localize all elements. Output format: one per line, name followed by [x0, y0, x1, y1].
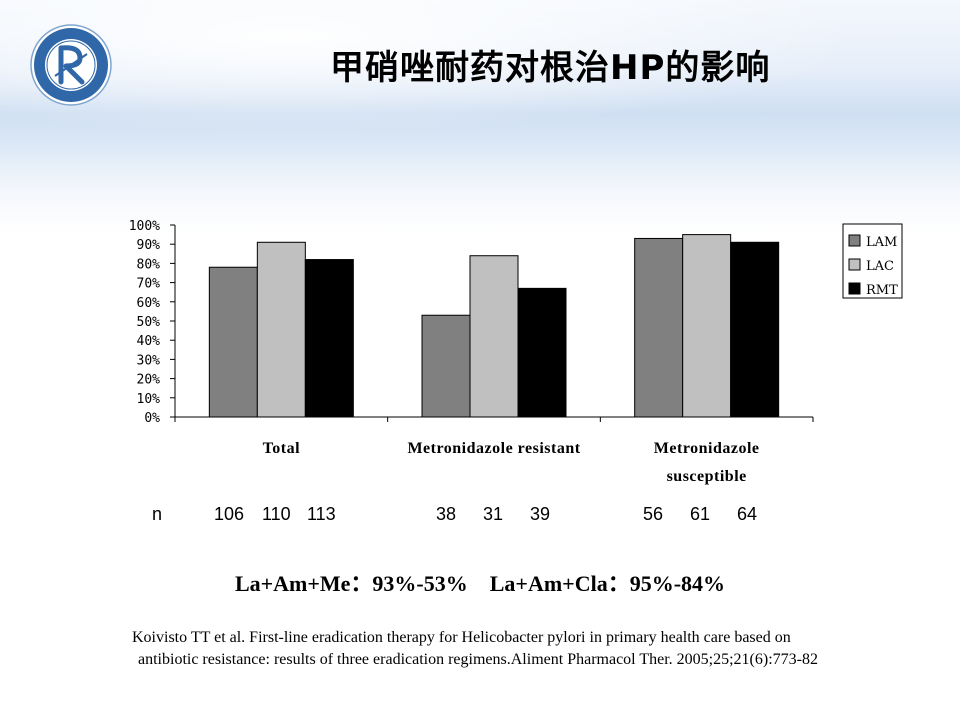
n-value: 38	[436, 504, 457, 524]
y-tick-label: 20%	[137, 373, 161, 388]
citation-line-2: antibiotic resistance: results of three …	[138, 651, 818, 668]
bar-rmt	[304, 259, 354, 418]
y-tick-label: 90%	[137, 238, 161, 253]
x-category-label: susceptible	[667, 468, 747, 485]
y-tick-label: 10%	[137, 392, 161, 407]
n-value: 106	[214, 504, 245, 524]
n-value: 113	[307, 504, 336, 524]
header-glow	[0, 0, 960, 150]
bar-lam	[421, 314, 471, 418]
legend-swatch	[848, 282, 861, 295]
citation: Koivisto TT et al. First-line eradicatio…	[132, 627, 932, 671]
bar-lac	[256, 241, 306, 418]
y-tick-label: 60%	[137, 296, 161, 311]
y-tick-label: 70%	[137, 277, 161, 292]
y-tick-label: 50%	[137, 315, 161, 330]
university-hospital-seal-icon	[30, 24, 112, 106]
legend-swatch	[848, 258, 861, 271]
n-row-label: n	[152, 504, 163, 524]
n-value: 56	[643, 504, 664, 524]
legend-label: LAM	[866, 235, 897, 250]
n-value: 110	[262, 504, 291, 524]
n-value: 61	[690, 504, 711, 524]
legend-label: LAC	[866, 259, 894, 274]
bar-rmt	[730, 241, 780, 418]
y-tick-label: 30%	[137, 353, 161, 368]
n-value: 39	[530, 504, 551, 524]
x-category-label: Metronidazole resistant	[407, 440, 580, 457]
summary-rates: La+Am+Me：93%-53% La+Am+Cla：95%-84%	[234, 571, 726, 596]
n-value: 64	[737, 504, 758, 524]
y-tick-label: 0%	[144, 411, 160, 426]
bar-lam	[634, 237, 684, 418]
legend-swatch	[848, 234, 861, 247]
x-category-label: Metronidazole	[654, 440, 760, 457]
citation-line-1: Koivisto TT et al. First-line eradicatio…	[132, 629, 791, 646]
legend-label: RMT	[866, 283, 898, 298]
bar-rmt	[517, 287, 567, 418]
bar-lac	[682, 234, 732, 418]
x-category-label: Total	[263, 440, 301, 457]
y-tick-label: 100%	[129, 219, 160, 234]
y-tick-label: 40%	[137, 334, 161, 349]
bar-lac	[469, 255, 519, 418]
y-tick-label: 80%	[137, 257, 161, 272]
n-value: 31	[483, 504, 504, 524]
bar-lam	[208, 266, 258, 418]
slide-title: 甲硝唑耐药对根治HP的影响	[330, 48, 771, 88]
